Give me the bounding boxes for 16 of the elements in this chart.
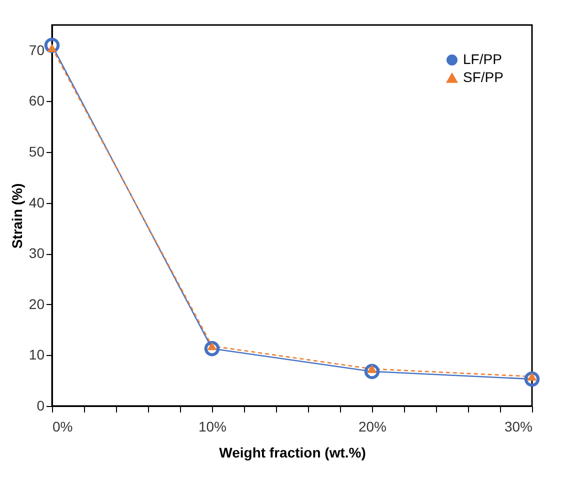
- y-tick-label: 60: [28, 92, 45, 109]
- y-tick-label: 40: [28, 194, 45, 210]
- legend-label: LF/PP: [463, 51, 502, 67]
- y-axis-title: Strain (%): [8, 183, 25, 249]
- x-tick-label: 20%: [358, 418, 387, 434]
- y-tick-label: 50: [28, 144, 45, 160]
- x-axis-title: Weight fraction (wt.%): [219, 444, 366, 460]
- y-tick-label: 0: [36, 398, 45, 414]
- x-tick-label: 10%: [198, 418, 227, 434]
- x-tick-label: 30%: [504, 418, 532, 434]
- y-tick-label: 10: [28, 346, 45, 363]
- legend-label: SF/PP: [463, 69, 504, 85]
- y-tick-label: 30: [28, 245, 45, 262]
- x-tick-label: 0%: [52, 418, 73, 434]
- y-tick-label: 20: [28, 296, 45, 312]
- y-tick-label: 70: [28, 42, 45, 58]
